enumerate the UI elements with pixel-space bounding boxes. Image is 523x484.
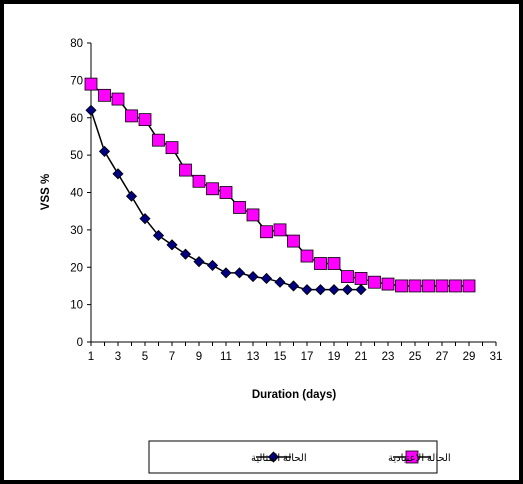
axes (90, 43, 496, 343)
series-layer (84, 77, 476, 296)
data-point-diamond (125, 190, 138, 202)
series-diamond (85, 104, 367, 296)
y-tick-label: 40 (70, 188, 83, 200)
x-tick-label: 15 (274, 351, 287, 363)
data-point-square (395, 279, 408, 293)
data-point-square (206, 182, 219, 196)
data-point-diamond (328, 284, 340, 296)
data-point-square (449, 279, 462, 293)
data-point-diamond (355, 284, 367, 296)
data-point-diamond (247, 271, 259, 283)
legend-label: الحالة المثالية (251, 453, 307, 464)
data-point-square (138, 113, 152, 127)
data-point-square (327, 257, 341, 270)
x-tick-label: 29 (463, 351, 476, 363)
x-tick-label: 13 (247, 351, 260, 363)
x-tick-label: 1 (88, 351, 94, 363)
data-point-diamond (166, 239, 178, 251)
y-tick-label: 20 (70, 262, 83, 274)
x-tick-label: 23 (382, 351, 395, 363)
data-point-diamond (139, 213, 151, 225)
data-point-diamond (274, 276, 286, 288)
data-point-square (152, 133, 165, 147)
data-point-square (98, 88, 111, 102)
data-point-square (125, 109, 138, 123)
x-axis-ticks: 1 3 5 7 9 11 13 15 17 19 21 23 25 27 29 31 (88, 342, 503, 363)
x-tick-label: 25 (409, 351, 422, 363)
x-tick-label: 31 (490, 351, 503, 363)
y-tick-label: 10 (70, 300, 83, 312)
data-point-square (408, 279, 422, 293)
x-tick-label: 19 (328, 351, 341, 363)
data-point-square (260, 225, 273, 239)
data-point-square (368, 275, 381, 289)
data-point-square (287, 234, 300, 248)
data-point-square (341, 270, 354, 283)
data-point-square (192, 174, 206, 188)
data-point-diamond (179, 248, 192, 260)
data-point-square (381, 277, 395, 291)
y-axis-title: VSS % (40, 174, 52, 210)
x-tick-label: 11 (220, 351, 232, 363)
data-point-square (84, 77, 98, 91)
data-point-diamond (206, 259, 219, 271)
data-point-diamond (233, 267, 246, 279)
y-tick-label: 60 (70, 113, 83, 125)
y-tick-label: 70 (70, 75, 83, 87)
data-point-square (273, 223, 287, 237)
y-axis-ticks: 0 10 20 30 40 50 60 70 80 (70, 38, 91, 349)
x-tick-label: 27 (436, 351, 449, 363)
legend-marker-square (405, 450, 419, 464)
y-tick-label: 80 (70, 38, 83, 50)
data-point-square (435, 279, 449, 293)
data-point-square (422, 279, 435, 293)
data-point-square (354, 272, 368, 285)
data-point-diamond (98, 145, 111, 157)
y-tick-label: 30 (70, 225, 83, 237)
data-point-square (179, 163, 192, 177)
data-point-diamond (152, 229, 165, 242)
legend-marker-diamond (267, 451, 280, 463)
x-tick-label: 3 (115, 351, 121, 363)
y-tick-label: 0 (77, 337, 83, 349)
data-point-diamond (85, 104, 97, 116)
data-point-diamond (193, 256, 205, 268)
legend: الحالة الاعتيادية الحالة المثالية (148, 440, 451, 474)
data-point-diamond (314, 284, 327, 296)
data-point-diamond (301, 284, 313, 296)
data-point-square (111, 92, 125, 106)
data-point-square (219, 186, 233, 199)
data-point-square (314, 257, 327, 270)
legend-label: الحالة الاعتيادية (388, 453, 451, 464)
data-point-diamond (341, 284, 354, 296)
data-point-square (165, 141, 179, 155)
data-point-diamond (260, 272, 273, 285)
x-tick-label: 9 (196, 351, 202, 363)
y-tick-label: 50 (70, 150, 83, 162)
x-tick-label: 17 (301, 351, 314, 363)
x-tick-label: 5 (142, 351, 148, 363)
data-point-square (300, 249, 314, 263)
legend-box (148, 440, 438, 474)
series-square (84, 77, 476, 293)
data-point-diamond (287, 280, 300, 292)
x-axis-title: Duration (days) (252, 389, 337, 401)
data-point-square (233, 201, 246, 214)
data-point-diamond (112, 168, 124, 180)
data-point-square (462, 279, 476, 293)
data-point-square (246, 208, 260, 222)
x-tick-label: 7 (169, 351, 175, 363)
data-point-diamond (220, 267, 232, 279)
x-tick-label: 21 (355, 351, 368, 363)
